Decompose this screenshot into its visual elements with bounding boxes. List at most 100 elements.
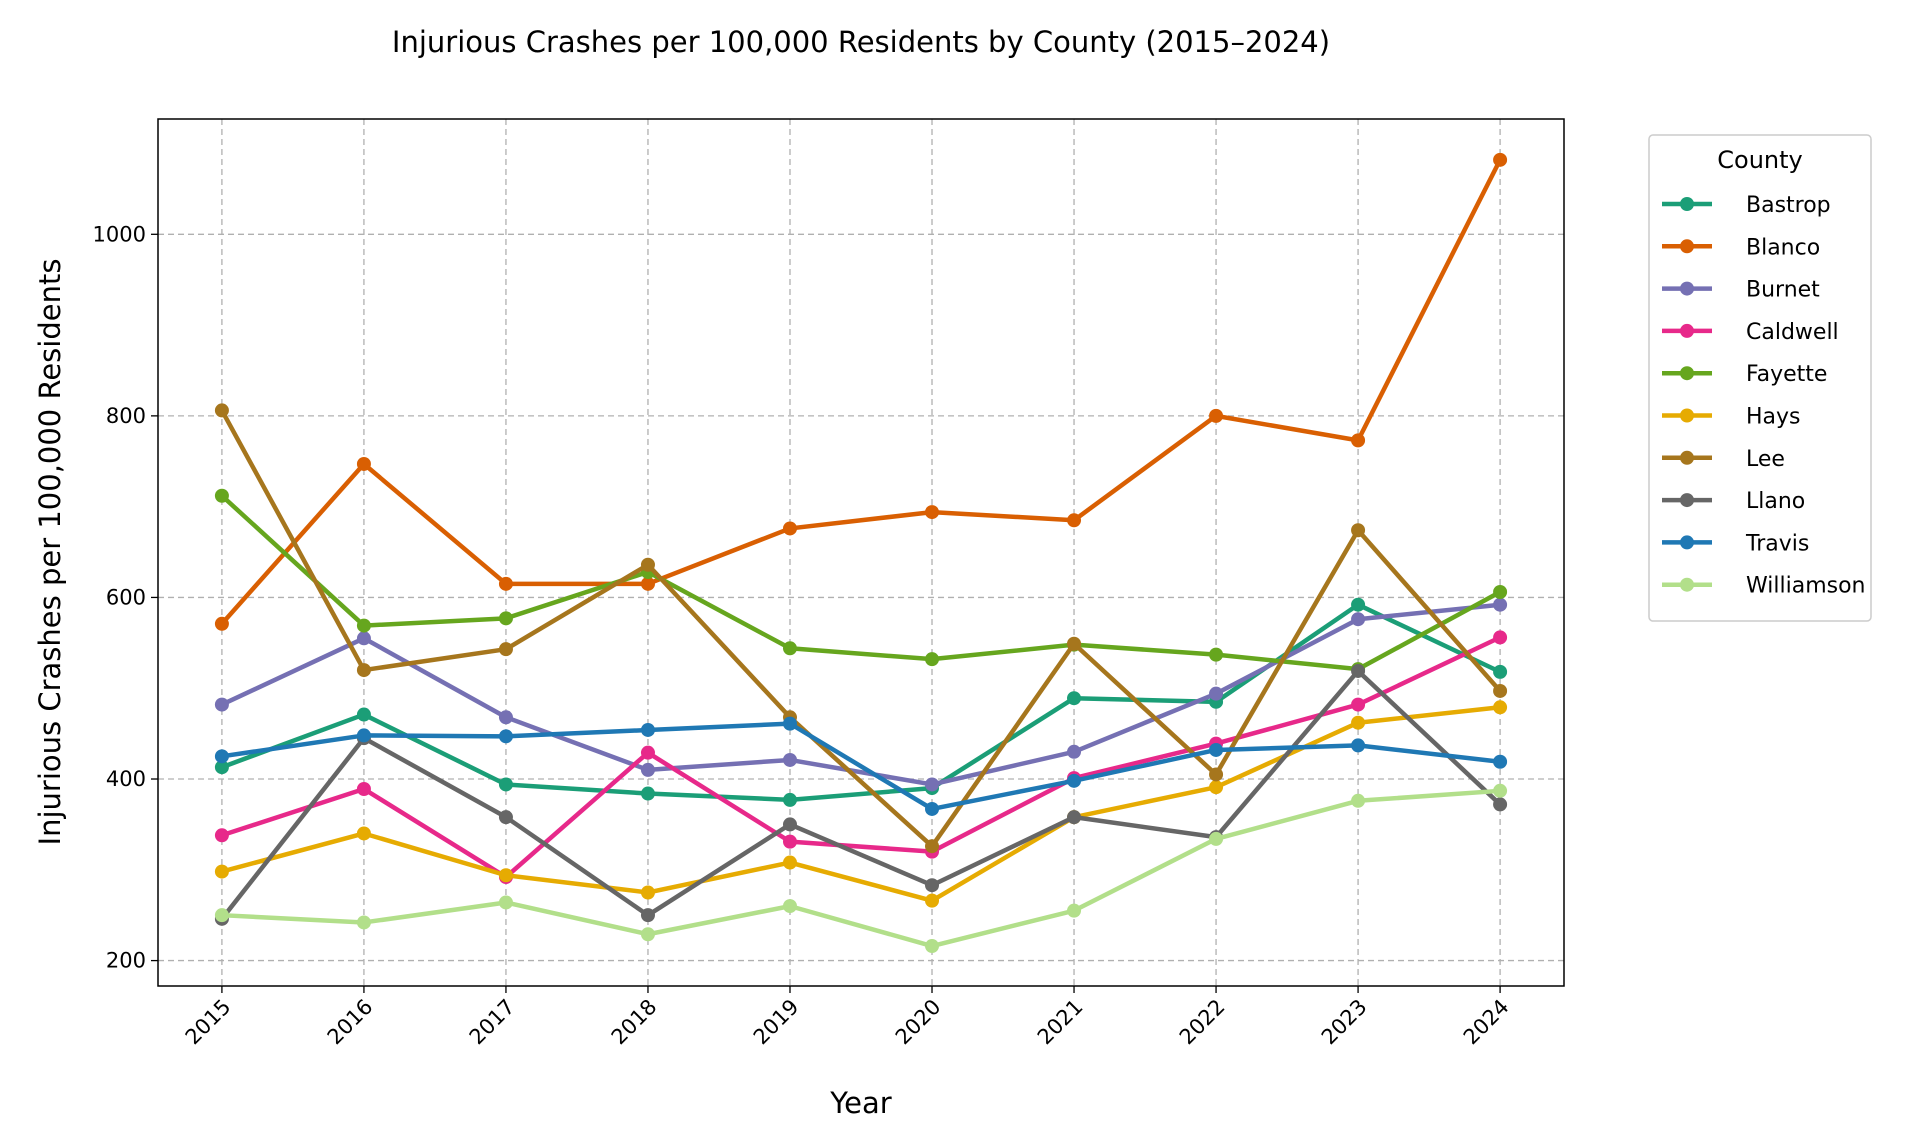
data-point bbox=[640, 576, 655, 591]
data-point bbox=[1351, 523, 1366, 538]
data-point bbox=[356, 826, 371, 841]
data-point bbox=[1067, 513, 1082, 528]
series-line bbox=[220, 158, 1503, 626]
data-point bbox=[214, 488, 229, 503]
legend-label: Travis bbox=[1745, 531, 1809, 556]
legend-marker bbox=[1680, 239, 1694, 254]
data-point bbox=[498, 777, 513, 792]
y-tick-label: 1000 bbox=[93, 222, 146, 246]
series-line bbox=[220, 668, 1502, 921]
data-point bbox=[214, 403, 229, 418]
series-line bbox=[220, 602, 1501, 787]
data-point bbox=[782, 521, 797, 536]
x-tick-label: 2015 bbox=[181, 995, 236, 1050]
data-point bbox=[1493, 754, 1508, 769]
series-hays bbox=[214, 700, 1508, 908]
data-point bbox=[640, 786, 655, 801]
data-point bbox=[1351, 597, 1366, 612]
legend-label: Caldwell bbox=[1746, 320, 1839, 345]
data-point bbox=[640, 885, 655, 900]
legend: County Bastrop Blanco Burnet Caldwell Fayett… bbox=[1648, 134, 1872, 622]
legend-marker bbox=[1680, 450, 1694, 465]
legend-marker bbox=[1680, 577, 1694, 592]
data-point bbox=[782, 641, 797, 656]
series-lines bbox=[214, 152, 1508, 954]
data-point bbox=[356, 707, 371, 722]
series-fayette bbox=[214, 488, 1508, 677]
data-point bbox=[1209, 408, 1224, 423]
data-point bbox=[356, 663, 371, 678]
data-point bbox=[356, 728, 371, 743]
x-tick-label: 2022 bbox=[1175, 995, 1230, 1050]
data-point bbox=[1493, 630, 1508, 645]
data-point bbox=[1351, 612, 1366, 627]
y-tick-label: 200 bbox=[106, 949, 146, 973]
y-tick-label: 800 bbox=[106, 404, 146, 428]
series-line bbox=[219, 409, 1502, 849]
data-point bbox=[498, 710, 513, 725]
x-tick-label: 2019 bbox=[749, 995, 804, 1050]
x-tick-label: 2024 bbox=[1459, 995, 1514, 1050]
data-point bbox=[1493, 597, 1508, 612]
data-point bbox=[1493, 683, 1508, 698]
data-point bbox=[214, 828, 229, 843]
data-point bbox=[640, 762, 655, 777]
data-point bbox=[640, 722, 655, 737]
data-point bbox=[925, 839, 940, 854]
data-point bbox=[214, 749, 229, 764]
legend-title: County bbox=[1717, 146, 1802, 174]
series-line bbox=[221, 788, 1501, 949]
data-point bbox=[782, 817, 797, 832]
data-point bbox=[1351, 663, 1366, 678]
data-point bbox=[356, 631, 371, 646]
x-axis-ticks: 2015 2016 2017 2018 2019 2020 2021 2022 2023 2024 bbox=[181, 986, 1514, 1049]
x-tick-label: 2017 bbox=[465, 995, 520, 1050]
data-point bbox=[214, 697, 229, 712]
data-point bbox=[498, 729, 513, 744]
legend-marker bbox=[1680, 281, 1694, 296]
series-line bbox=[220, 494, 1502, 672]
data-point bbox=[1493, 783, 1508, 798]
legend-marker bbox=[1680, 323, 1694, 338]
x-tick-label: 2023 bbox=[1317, 995, 1372, 1050]
data-point bbox=[925, 652, 940, 667]
y-tick-label: 600 bbox=[106, 585, 146, 609]
chart-title: Injurious Crashes per 100,000 Residents … bbox=[392, 25, 1330, 59]
data-point bbox=[356, 456, 371, 471]
legend-label: Lee bbox=[1746, 447, 1785, 472]
legend-label: Williamson bbox=[1746, 574, 1866, 599]
data-point bbox=[925, 893, 940, 908]
data-point bbox=[356, 618, 371, 633]
data-point bbox=[498, 895, 513, 910]
data-point bbox=[925, 505, 940, 520]
legend-marker bbox=[1680, 493, 1694, 508]
data-point bbox=[1351, 697, 1366, 712]
y-axis-ticks: 200 400 600 800 1000 bbox=[93, 222, 158, 973]
plot-frame bbox=[157, 118, 1565, 987]
data-point bbox=[782, 752, 797, 767]
legend-marker bbox=[1680, 408, 1694, 423]
data-point bbox=[1493, 797, 1508, 812]
x-axis-label: Year bbox=[829, 1086, 891, 1120]
data-point bbox=[1209, 686, 1224, 701]
data-point bbox=[1067, 810, 1082, 825]
data-point bbox=[498, 576, 513, 591]
y-axis-label: Injurious Crashes per 100,000 Residents bbox=[33, 259, 67, 846]
data-point bbox=[1209, 767, 1224, 782]
legend-label: Hays bbox=[1746, 405, 1801, 430]
data-point bbox=[1493, 152, 1508, 167]
x-tick-label: 2018 bbox=[607, 995, 662, 1050]
grid bbox=[158, 119, 1564, 986]
data-point bbox=[498, 642, 513, 657]
data-point bbox=[1067, 636, 1082, 651]
data-point bbox=[925, 777, 940, 792]
data-point bbox=[214, 760, 229, 775]
legend-label: Llano bbox=[1746, 489, 1805, 514]
data-point bbox=[782, 834, 797, 849]
data-point bbox=[1209, 647, 1224, 662]
series-line bbox=[221, 635, 1502, 880]
data-point bbox=[1493, 700, 1508, 715]
data-point bbox=[356, 915, 371, 930]
data-point bbox=[1067, 744, 1082, 759]
data-point bbox=[782, 716, 797, 731]
